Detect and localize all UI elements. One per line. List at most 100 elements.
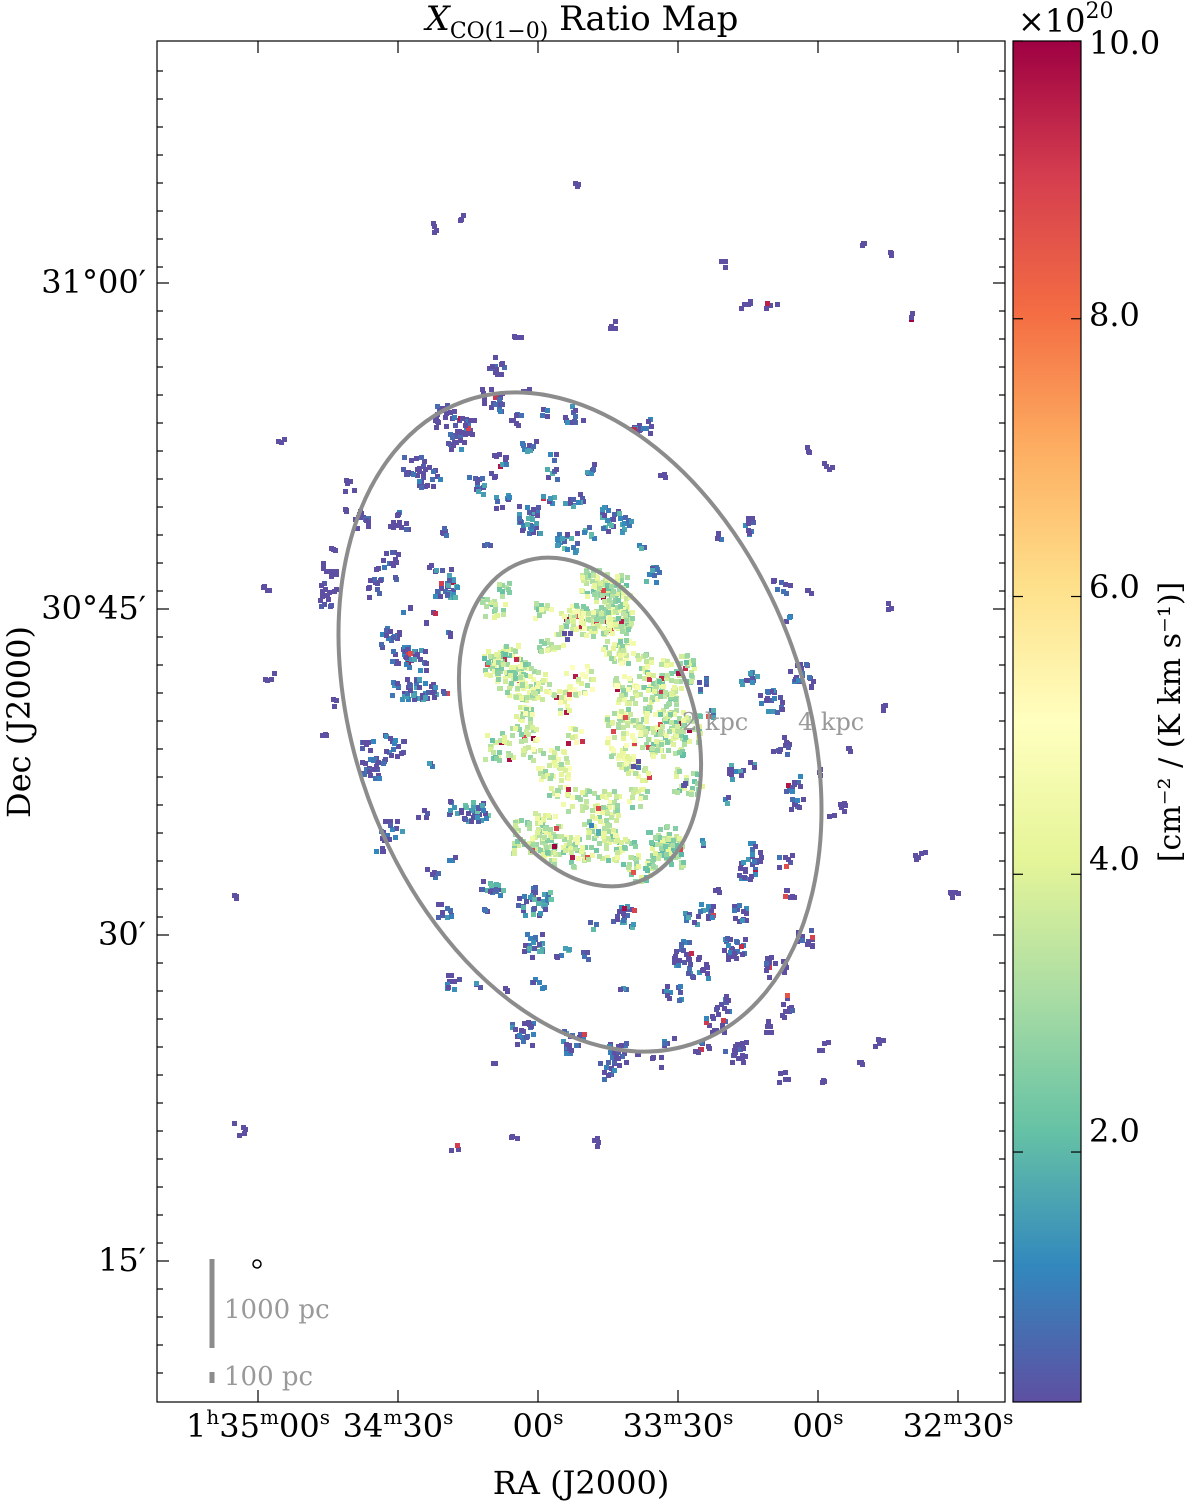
- map-pixel: [667, 832, 672, 837]
- map-pixel: [733, 1046, 738, 1051]
- map-pixel: [651, 857, 656, 862]
- map-pixel: [634, 718, 639, 723]
- map-pixel: [507, 757, 512, 762]
- map-pixel: [687, 940, 692, 945]
- map-pixel: [630, 734, 635, 739]
- map-pixel: [421, 464, 426, 469]
- map-pixel: [388, 629, 393, 634]
- colorbar: ×1020 10.0 8.0 6.0 4.0 2.0 [cm⁻² / (K km…: [1012, 0, 1188, 1403]
- map-pixel: [737, 903, 742, 908]
- map-pixel: [579, 681, 584, 686]
- map-pixel: [462, 440, 467, 445]
- map-pixel: [704, 1016, 709, 1021]
- map-pixel: [664, 719, 669, 724]
- map-pixel: [769, 698, 774, 703]
- map-pixel: [411, 472, 416, 477]
- map-pixel: [531, 1032, 536, 1037]
- map-pixel: [516, 667, 521, 672]
- map-pixel: [609, 837, 614, 842]
- map-pixel: [672, 724, 677, 729]
- map-pixel: [809, 591, 814, 596]
- map-pixel: [665, 984, 670, 989]
- map-pixel: [366, 524, 371, 529]
- map-pixel: [790, 853, 795, 858]
- map-pixel: [389, 638, 394, 643]
- map-pixel: [419, 648, 424, 653]
- map-pixel: [329, 546, 334, 551]
- map-pixel: [539, 949, 544, 954]
- map-pixel: [651, 673, 656, 678]
- map-pixel: [564, 710, 569, 715]
- map-pixel: [743, 937, 748, 942]
- map-pixel: [663, 844, 668, 849]
- map-pixel: [567, 696, 572, 701]
- map-pixel: [626, 707, 631, 712]
- map-pixel: [530, 836, 535, 841]
- map-pixel: [796, 780, 801, 785]
- map-pixel: [499, 372, 504, 377]
- map-pixel: [539, 649, 544, 654]
- map-pixel: [587, 820, 592, 825]
- map-pixel: [536, 813, 541, 818]
- map-pixel: [448, 432, 453, 437]
- map-pixel: [364, 518, 369, 523]
- map-pixel: [380, 846, 385, 851]
- map-pixel: [616, 616, 621, 621]
- map-pixel: [792, 780, 797, 785]
- map-pixel: [549, 786, 554, 791]
- map-pixel: [596, 829, 601, 834]
- map-pixel: [497, 397, 502, 402]
- map-pixel: [538, 748, 543, 753]
- map-pixel: [631, 757, 636, 762]
- map-pixel: [526, 662, 531, 667]
- map-pixel: [635, 429, 640, 434]
- map-pixel: [607, 627, 612, 632]
- map-pixel: [559, 778, 564, 783]
- map-pixel: [606, 529, 611, 534]
- map-pixel: [847, 746, 852, 751]
- map-pixel: [651, 681, 656, 686]
- map-pixel: [684, 952, 689, 957]
- map-pixel: [474, 981, 479, 986]
- map-pixel: [621, 594, 626, 599]
- map-pixel: [740, 1041, 745, 1046]
- map-pixel: [647, 863, 652, 868]
- map-pixel: [551, 755, 556, 760]
- map-pixel: [636, 774, 641, 779]
- map-pixel: [326, 597, 331, 602]
- map-pixel: [614, 847, 619, 852]
- map-pixel: [540, 413, 545, 418]
- map-pixel: [615, 917, 620, 922]
- map-pixel: [567, 608, 572, 613]
- map-pixel: [606, 610, 611, 615]
- map-pixel: [643, 697, 648, 702]
- map-pixel: [666, 847, 671, 852]
- map-pixel: [561, 802, 566, 807]
- map-pixel: [732, 908, 737, 913]
- map-pixel: [417, 469, 422, 474]
- map-pixel: [586, 957, 591, 962]
- map-pixel: [617, 697, 622, 702]
- map-pixel: [626, 661, 631, 666]
- map-pixel: [581, 578, 586, 583]
- map-pixel: [232, 893, 237, 898]
- map-pixel: [381, 761, 386, 766]
- map-pixel: [631, 641, 636, 646]
- map-pixel: [706, 904, 711, 909]
- map-pixel: [619, 578, 624, 583]
- map-pixel: [424, 661, 429, 666]
- map-pixel: [646, 745, 651, 750]
- map-pixel: [538, 771, 543, 776]
- map-pixel: [587, 830, 592, 835]
- map-pixel: [539, 829, 544, 834]
- map-pixel: [719, 259, 724, 264]
- map-pixel: [498, 738, 503, 743]
- map-pixel: [524, 695, 529, 700]
- map-pixel: [588, 920, 593, 925]
- colorbar-tick-label: 8.0: [1089, 296, 1140, 334]
- map-pixel: [493, 607, 498, 612]
- map-pixel: [655, 748, 660, 753]
- map-pixel: [481, 808, 486, 813]
- map-pixel: [726, 957, 731, 962]
- map-pixel: [493, 402, 498, 407]
